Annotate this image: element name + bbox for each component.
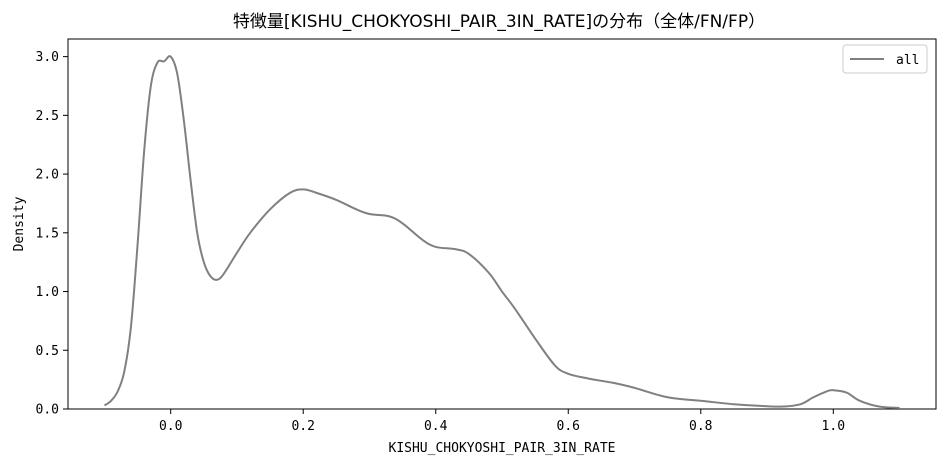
- series-layer: [103, 55, 900, 409]
- y-axis-ticks: 0.0 0.5 1.0 1.5 2.0 2.5 3.0: [36, 50, 68, 418]
- series-line-all: [103, 55, 900, 409]
- y-tick-label: 0.0: [36, 403, 59, 418]
- x-tick-label: 0.4: [424, 419, 448, 434]
- legend-label-all: all: [896, 53, 919, 68]
- legend-box: [842, 44, 928, 74]
- y-tick-label: 2.5: [36, 109, 59, 124]
- x-tick-label: 0.2: [291, 419, 314, 434]
- y-tick-label: 1.5: [36, 226, 59, 241]
- chart-title: 特徴量[KISHU_CHOKYOSHI_PAIR_3IN_RATE]の分布（全体…: [233, 12, 765, 32]
- y-axis-label: Density: [12, 196, 27, 251]
- y-tick-label: 1.0: [36, 285, 59, 300]
- x-axis-label: KISHU_CHOKYOSHI_PAIR_3IN_RATE: [389, 441, 616, 456]
- x-tick-label: 1.0: [822, 419, 845, 434]
- y-tick-label: 3.0: [36, 50, 59, 65]
- x-tick-label: 0.6: [557, 419, 580, 434]
- plot-area-frame: [67, 38, 937, 410]
- x-tick-label: 0.8: [689, 419, 712, 434]
- legend: all: [842, 44, 928, 74]
- x-tick-label: 0.0: [159, 419, 182, 434]
- y-tick-label: 0.5: [36, 344, 59, 359]
- x-axis-ticks: 0.0 0.2 0.4 0.6 0.8 1.0: [159, 409, 845, 434]
- y-tick-label: 2.0: [36, 168, 59, 183]
